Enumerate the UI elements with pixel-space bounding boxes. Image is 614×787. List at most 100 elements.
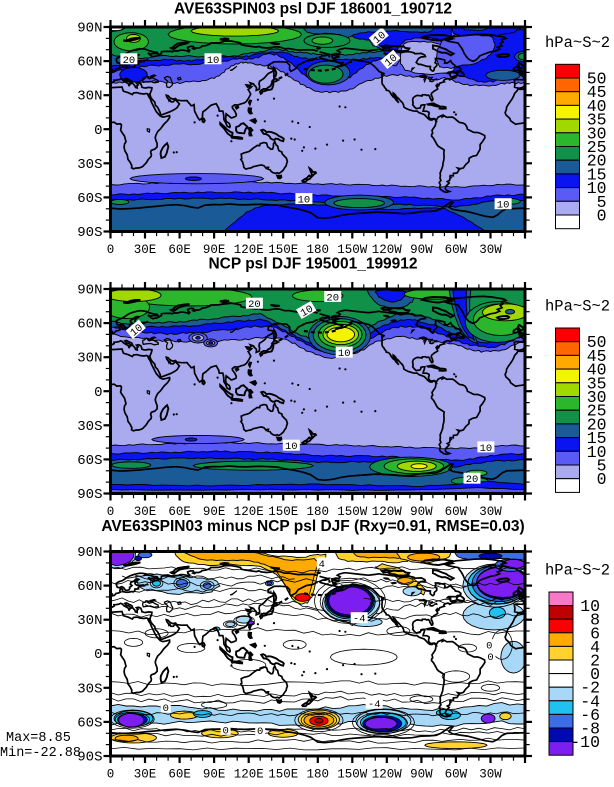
svg-text:0: 0 (487, 652, 493, 664)
svg-text:Min=-22.88: Min=-22.88 (0, 746, 81, 761)
svg-text:30E: 30E (134, 243, 157, 257)
svg-text:25: 25 (587, 402, 607, 421)
svg-text:20: 20 (587, 152, 607, 171)
svg-text:0: 0 (107, 505, 115, 519)
svg-text:-4: -4 (580, 692, 600, 711)
svg-text:-2: -2 (580, 679, 600, 698)
svg-text:60W: 60W (445, 768, 468, 782)
svg-text:120W: 120W (372, 243, 403, 257)
svg-text:150W: 150W (337, 505, 368, 519)
svg-text:120W: 120W (372, 505, 403, 519)
svg-text:0: 0 (257, 726, 263, 738)
svg-text:0: 0 (597, 470, 607, 489)
svg-text:60E: 60E (168, 243, 191, 257)
svg-text:30: 30 (587, 124, 607, 143)
svg-text:50: 50 (587, 333, 607, 352)
svg-text:5: 5 (597, 193, 607, 212)
svg-text:30S: 30S (77, 681, 102, 697)
svg-text:30W: 30W (479, 243, 502, 257)
svg-text:-4: -4 (353, 614, 366, 626)
svg-text:30S: 30S (77, 157, 102, 173)
svg-text:90E: 90E (203, 505, 226, 519)
svg-text:25: 25 (587, 138, 607, 157)
svg-text:6: 6 (590, 624, 600, 643)
svg-text:120E: 120E (234, 768, 264, 782)
svg-text:hPa~S~2: hPa~S~2 (545, 34, 610, 52)
svg-text:-6: -6 (580, 706, 600, 725)
svg-text:60S: 60S (77, 453, 102, 469)
svg-text:0: 0 (590, 665, 600, 684)
svg-text:60E: 60E (168, 768, 191, 782)
svg-text:60S: 60S (77, 191, 102, 207)
svg-text:10: 10 (587, 179, 607, 198)
svg-text:0: 0 (94, 123, 102, 139)
svg-text:120E: 120E (234, 243, 264, 257)
svg-text:150W: 150W (337, 768, 368, 782)
svg-text:90W: 90W (410, 505, 433, 519)
svg-text:10: 10 (298, 195, 311, 207)
svg-text:10: 10 (338, 348, 351, 360)
svg-text:40: 40 (587, 97, 607, 116)
svg-text:10: 10 (580, 597, 600, 616)
svg-text:30S: 30S (77, 419, 102, 435)
svg-text:120W: 120W (372, 768, 403, 782)
svg-text:10: 10 (587, 443, 607, 462)
svg-text:20: 20 (123, 55, 136, 67)
svg-text:10: 10 (480, 443, 493, 455)
svg-text:10: 10 (497, 200, 510, 212)
svg-text:0: 0 (222, 725, 228, 737)
svg-text:150E: 150E (268, 768, 298, 782)
svg-text:-10: -10 (570, 733, 600, 752)
svg-text:180: 180 (307, 243, 330, 257)
svg-text:30N: 30N (77, 89, 102, 105)
svg-text:120E: 120E (234, 505, 264, 519)
svg-text:8: 8 (590, 611, 600, 630)
svg-text:60E: 60E (168, 505, 191, 519)
svg-text:5: 5 (597, 457, 607, 476)
svg-text:60N: 60N (77, 317, 102, 333)
svg-text:150W: 150W (337, 243, 368, 257)
svg-text:30E: 30E (134, 505, 157, 519)
svg-text:15: 15 (587, 165, 607, 184)
svg-text:180: 180 (307, 768, 330, 782)
svg-text:90S: 90S (77, 750, 102, 766)
svg-text:NCP psl DJF 195001_199912: NCP psl DJF 195001_199912 (208, 256, 417, 273)
svg-text:15: 15 (587, 429, 607, 448)
svg-text:0: 0 (94, 385, 102, 401)
svg-text:0: 0 (163, 703, 169, 715)
svg-text:AVE63SPIN03 psl DJF 186001_190: AVE63SPIN03 psl DJF 186001_190712 (174, 1, 452, 18)
svg-text:60W: 60W (445, 505, 468, 519)
svg-text:45: 45 (587, 347, 607, 366)
svg-text:35: 35 (587, 111, 607, 130)
svg-text:20: 20 (466, 474, 479, 486)
svg-text:35: 35 (587, 374, 607, 393)
svg-text:90S: 90S (77, 487, 102, 503)
svg-text:10: 10 (207, 55, 220, 67)
svg-text:0: 0 (107, 768, 115, 782)
svg-text:0: 0 (94, 647, 102, 663)
svg-text:90N: 90N (77, 545, 102, 561)
svg-text:hPa~S~2: hPa~S~2 (545, 298, 610, 316)
svg-text:60W: 60W (445, 243, 468, 257)
svg-text:30W: 30W (479, 505, 502, 519)
svg-text:90N: 90N (77, 283, 102, 299)
svg-text:60N: 60N (77, 55, 102, 71)
svg-text:20: 20 (326, 292, 339, 304)
svg-text:AVE63SPIN03 minus NCP psl DJF: AVE63SPIN03 minus NCP psl DJF (Rxy=0.91,… (101, 518, 524, 535)
svg-text:45: 45 (587, 83, 607, 102)
svg-text:4: 4 (319, 559, 325, 571)
svg-text:30E: 30E (134, 768, 157, 782)
svg-text:150E: 150E (268, 243, 298, 257)
svg-text:0: 0 (597, 207, 607, 226)
svg-text:30N: 30N (77, 613, 102, 629)
svg-text:50: 50 (587, 70, 607, 89)
svg-text:0: 0 (107, 243, 115, 257)
svg-text:-8: -8 (580, 720, 600, 739)
svg-text:90S: 90S (77, 225, 102, 241)
svg-text:40: 40 (587, 361, 607, 380)
svg-text:30N: 30N (77, 351, 102, 367)
svg-text:30: 30 (587, 388, 607, 407)
svg-text:10: 10 (285, 441, 298, 453)
svg-text:60S: 60S (77, 715, 102, 731)
svg-text:-4: -4 (368, 699, 381, 711)
